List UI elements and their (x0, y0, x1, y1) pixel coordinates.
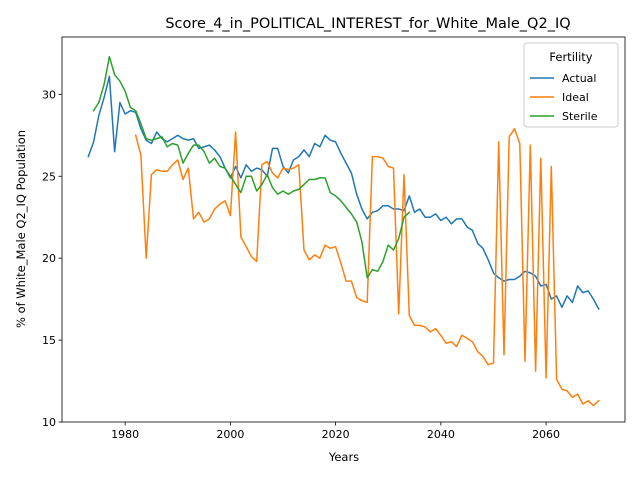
x-tick-label: 2020 (322, 428, 350, 441)
series-lines (87, 55, 600, 407)
y-axis-label: % of White_Male Q2_IQ Population (14, 130, 28, 328)
y-axis: 10 15 20 25 30 (42, 88, 62, 429)
y-tick-label: 10 (42, 416, 56, 429)
y-tick-label: 25 (42, 170, 56, 183)
legend-entries: Actual Ideal Sterile (530, 72, 598, 123)
series-line-sterile (92, 55, 411, 279)
y-tick-label: 20 (42, 252, 56, 265)
x-axis-label: Years (328, 450, 359, 464)
series-line-actual (87, 75, 600, 311)
x-tick-label: 1980 (111, 428, 139, 441)
y-tick-label: 15 (42, 334, 56, 347)
series-line-ideal (134, 127, 600, 407)
x-tick-label: 2040 (427, 428, 455, 441)
legend-title: Fertility (549, 50, 592, 64)
x-axis: 1980 2000 2020 2040 2060 (111, 422, 560, 441)
legend-label-sterile: Sterile (562, 110, 598, 123)
x-tick-label: 2000 (216, 428, 244, 441)
legend: Fertility Actual Ideal Sterile (523, 42, 619, 128)
legend-label-actual: Actual (562, 72, 596, 85)
plot-frame (61, 36, 626, 423)
chart-title: Score_4_in_POLITICAL_INTEREST_for_White_… (165, 16, 570, 32)
x-tick-label: 2060 (532, 428, 560, 441)
legend-label-ideal: Ideal (562, 91, 589, 104)
legend-box (523, 42, 619, 128)
y-tick-label: 30 (42, 88, 56, 101)
